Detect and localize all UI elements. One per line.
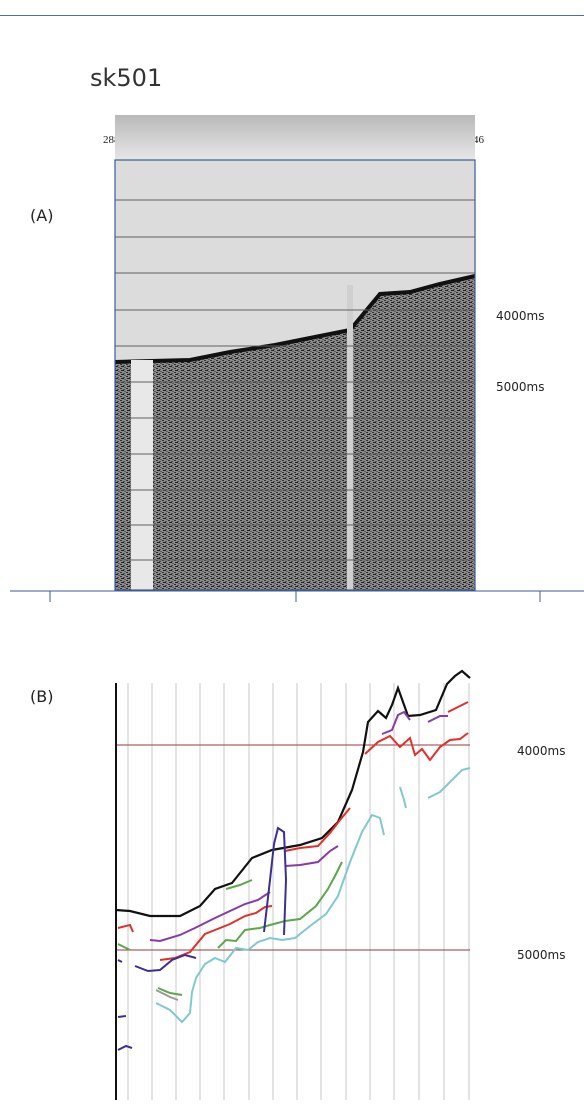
panel-a-5000ms-label: 5000ms xyxy=(496,380,545,394)
horizon-green-4 xyxy=(217,861,343,949)
horizon-cyan xyxy=(155,813,385,1024)
panel-b-5000ms-label: 5000ms xyxy=(517,948,566,962)
header-band xyxy=(115,115,475,160)
horizon-indigo-2 xyxy=(134,953,197,973)
horizon-gray xyxy=(155,989,179,1001)
panel-b-label: (B) xyxy=(30,687,54,706)
reflector-mass xyxy=(115,276,475,590)
vertical-gridlines xyxy=(127,683,470,1100)
figure-title: sk501 xyxy=(90,64,163,92)
horizon-red-5 xyxy=(447,701,469,713)
horizon-red-2 xyxy=(159,905,273,961)
horizon-indigo-4 xyxy=(117,1044,133,1051)
horizon-purple-3 xyxy=(381,710,411,735)
data-gap xyxy=(131,360,153,590)
horizon-indigo xyxy=(117,959,123,963)
horizon-indigo-5 xyxy=(263,826,288,936)
horizon-red-3 xyxy=(284,807,351,852)
section-frame xyxy=(114,159,476,591)
horizon-red xyxy=(117,923,134,933)
horizon-seafloor xyxy=(115,669,471,918)
horizon-green-3 xyxy=(225,879,253,890)
seismic-section xyxy=(114,115,476,591)
horizon-green-2 xyxy=(157,987,183,996)
horizon-purple xyxy=(149,891,271,943)
time-lines xyxy=(115,199,475,561)
panel-a-label: (A) xyxy=(30,206,54,225)
horizon-red-4 xyxy=(364,732,469,762)
section-axis xyxy=(10,590,584,602)
horizon-green xyxy=(117,943,131,951)
horizon-purple-4 xyxy=(427,715,448,723)
horizon-indigo-3 xyxy=(117,1015,127,1018)
horizon-cyan-3 xyxy=(427,767,471,799)
seafloor-reflector xyxy=(114,274,476,364)
horizon-purple-2 xyxy=(284,845,339,867)
top-divider xyxy=(0,15,584,16)
horizon-plot xyxy=(115,669,471,1100)
panel-b-4000ms-label: 4000ms xyxy=(517,744,566,758)
horizon-cyan-2 xyxy=(399,786,407,809)
data-gap-2 xyxy=(347,285,353,590)
panel-a-4000ms-label: 4000ms xyxy=(496,309,545,323)
